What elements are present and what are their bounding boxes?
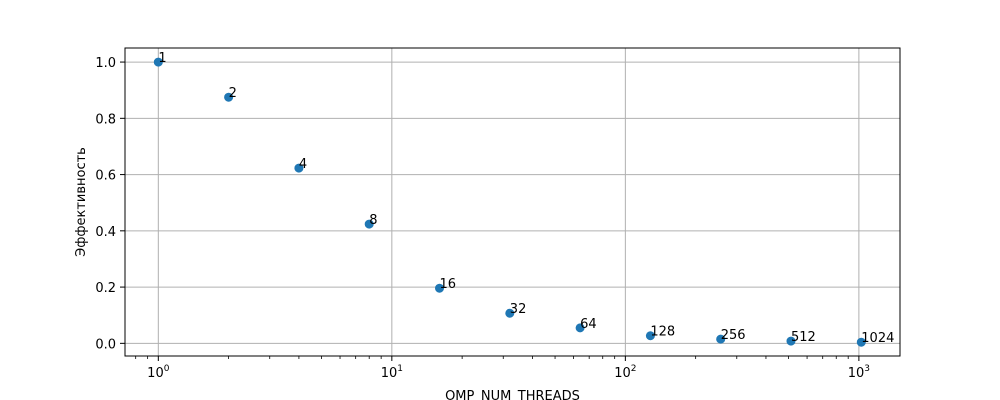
data-point [294, 163, 304, 173]
y-tick-label: 0.4 [95, 225, 116, 240]
data-point-label: 128 [650, 325, 675, 340]
x-tick-label-base: 10 [614, 366, 631, 381]
x-tick-label: 103 [848, 364, 870, 381]
data-point [645, 331, 655, 341]
data-point-label: 16 [440, 277, 457, 292]
data-point-label: 2 [229, 86, 237, 101]
data-point [435, 283, 445, 293]
y-tick-label: 0.8 [95, 112, 116, 127]
data-points [153, 57, 866, 347]
y-tick-label: 0.0 [95, 337, 116, 352]
data-point [856, 337, 866, 347]
data-point [153, 57, 163, 67]
data-point-label: 256 [721, 328, 746, 343]
x-tick-label-exponent: 1 [397, 364, 403, 374]
x-axis-label: OMP_NUM_THREADS [445, 389, 580, 400]
data-point-label: 4 [299, 157, 307, 172]
data-point-label: 64 [580, 317, 597, 332]
y-tick-label: 0.6 [95, 169, 116, 184]
data-point [716, 334, 726, 344]
data-point-label: 1024 [861, 331, 894, 346]
data-point-label: 1 [158, 51, 166, 66]
x-tick-label-base: 10 [848, 366, 865, 381]
data-point-labels: 1 2 4 8 16 32 64 128 256 512 1024 [158, 51, 894, 346]
data-point [224, 92, 234, 102]
x-tick-label-exponent: 0 [164, 364, 170, 374]
plot-frame [124, 47, 901, 357]
grid-lines [125, 48, 900, 356]
x-tick-label-exponent: 3 [864, 364, 870, 374]
y-tick-label: 0.2 [95, 281, 116, 296]
data-point [786, 336, 796, 346]
x-tick-label: 100 [147, 364, 170, 381]
x-tick-label-base: 10 [147, 366, 164, 381]
data-point-label: 8 [369, 213, 377, 228]
y-tick-label: 1.0 [95, 56, 116, 71]
x-tick-label: 102 [614, 364, 636, 381]
data-point-label: 512 [791, 330, 816, 345]
x-tick-label: 101 [381, 364, 403, 381]
x-tick-label-exponent: 2 [631, 364, 637, 374]
data-point [575, 323, 585, 333]
data-point [505, 308, 515, 318]
data-point-label: 32 [510, 302, 527, 317]
y-axis-label: Эффективность [74, 147, 89, 257]
x-tick-label-base: 10 [381, 366, 398, 381]
data-point [364, 219, 374, 229]
